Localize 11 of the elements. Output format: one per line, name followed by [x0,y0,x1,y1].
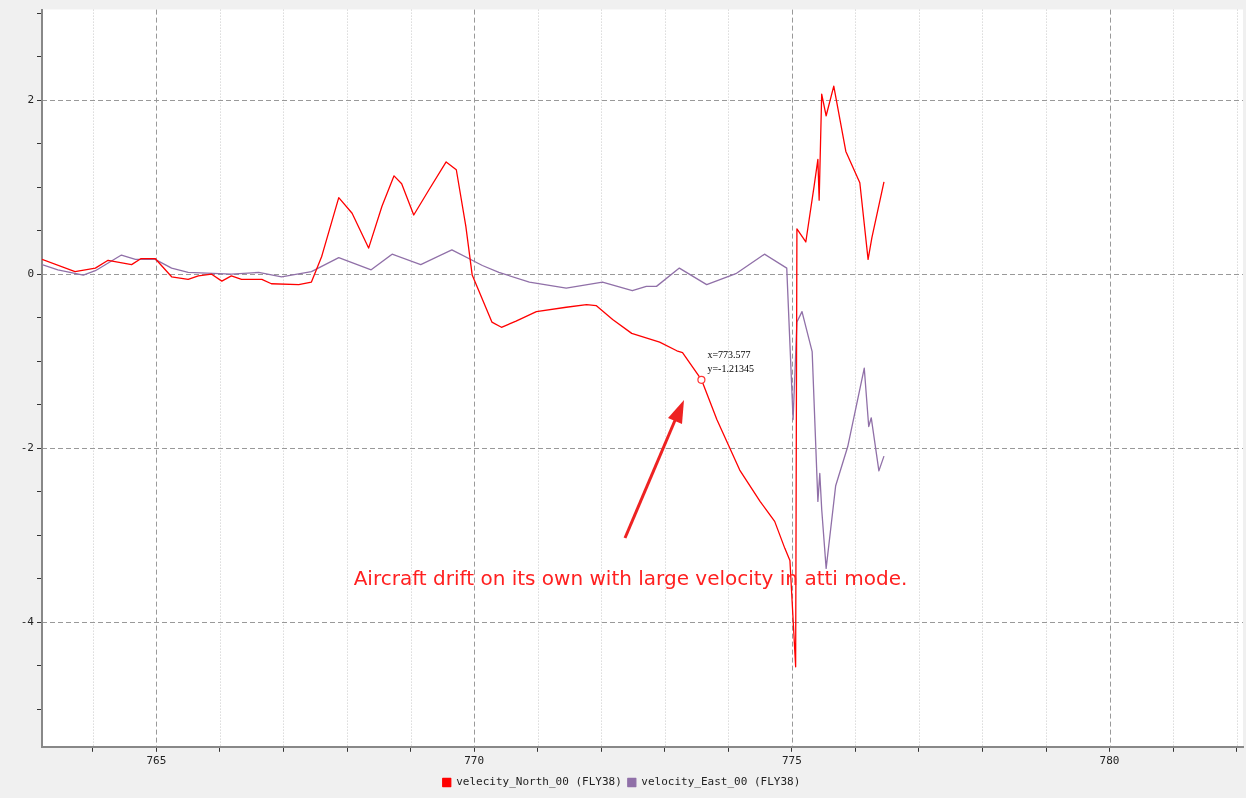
y-tick-label: 2 [27,92,34,106]
y-tick-label: 0 [27,267,34,281]
y-tick-label: -4 [20,615,35,629]
x-tick-label: 775 [781,754,802,768]
legend-label: velecity_North_00 (FLY38) [456,775,622,789]
x-tick-label: 765 [146,754,167,768]
x-tick-label: 780 [1099,754,1120,768]
x-tick-label: 770 [464,754,485,768]
annotation: x=773.577 y=-1.21345 [707,348,754,374]
legend-label: velocity_East_00 (FLY38) [641,775,801,789]
y-tick-label: -2 [20,441,34,455]
